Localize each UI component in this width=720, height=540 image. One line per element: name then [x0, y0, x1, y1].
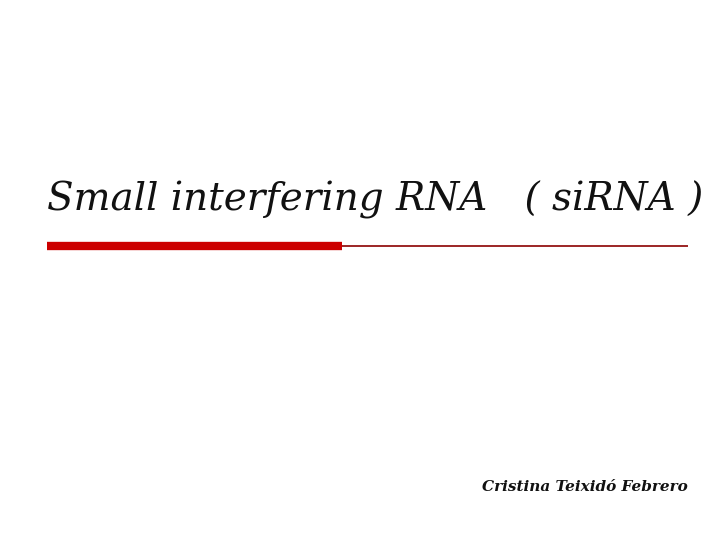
Text: Cristina Teixidó Febrero: Cristina Teixidó Febrero	[482, 480, 688, 494]
Text: Small interfering RNA   ( siRNA ): Small interfering RNA ( siRNA )	[47, 180, 703, 219]
